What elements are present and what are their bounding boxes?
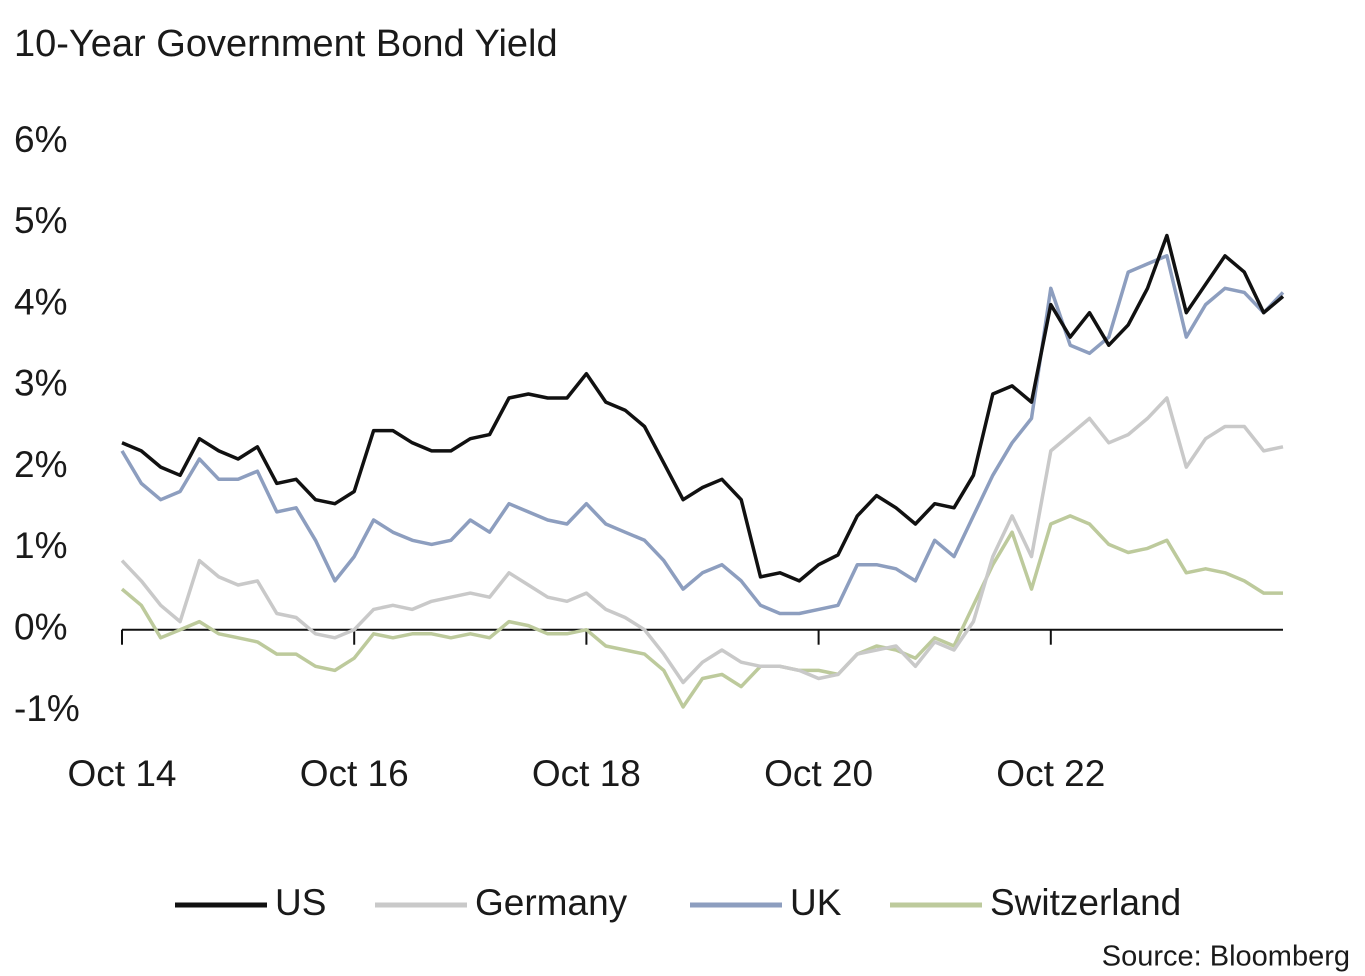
x-tick-label: Oct 20 (764, 753, 873, 794)
series-line (121, 233, 1285, 583)
x-tick-label: Oct 14 (68, 753, 177, 794)
y-tick-label: 5% (14, 200, 67, 241)
legend-label: Germany (475, 882, 628, 923)
source-note: Source: Bloomberg (1102, 941, 1350, 973)
y-tick-label: 6% (14, 119, 67, 160)
legend-label: US (275, 882, 326, 923)
series-line (120, 254, 1285, 616)
y-tick-label: -1% (14, 688, 80, 729)
x-tick-label: Oct 16 (300, 753, 409, 794)
series-line (120, 396, 1284, 685)
y-tick-label: 4% (14, 281, 67, 322)
y-tick-label: 1% (14, 525, 67, 566)
y-tick-label: 0% (14, 606, 67, 647)
chart-title: 10-Year Government Bond Yield (14, 23, 558, 65)
x-tick-label: Oct 18 (532, 753, 641, 794)
x-tick-label: Oct 22 (996, 753, 1105, 794)
y-tick-label: 3% (14, 363, 67, 404)
series-line (120, 514, 1283, 709)
legend-label: Switzerland (990, 882, 1181, 923)
legend-label: UK (790, 882, 842, 923)
y-tick-label: 2% (14, 444, 67, 485)
